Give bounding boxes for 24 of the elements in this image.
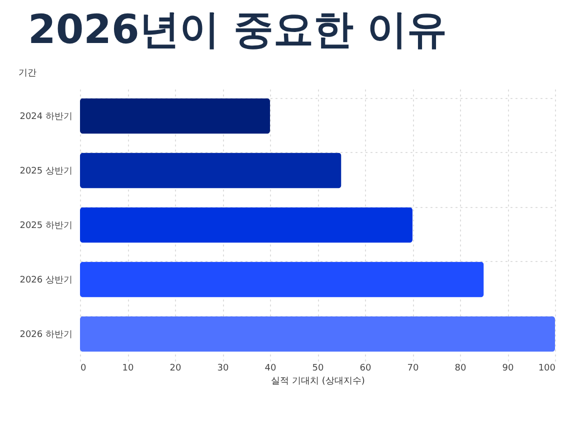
y-tick-label: 2026 상반기 bbox=[20, 276, 72, 286]
y-tick-label: 2025 상반기 bbox=[20, 166, 72, 176]
x-tick-label: 100 bbox=[538, 364, 556, 374]
y-tick-label: 2024 하반기 bbox=[20, 112, 72, 122]
y-tick-label: 2025 하반기 bbox=[20, 221, 72, 231]
y-axis-title: 기간 bbox=[18, 68, 36, 78]
x-tick-label: 0 bbox=[80, 364, 86, 374]
x-tick-label: 20 bbox=[170, 364, 182, 374]
x-tick-label: 80 bbox=[454, 364, 466, 374]
x-axis-title: 실적 기대치 (상대지수) bbox=[271, 376, 365, 386]
bar bbox=[80, 152, 342, 188]
x-tick-label: 30 bbox=[217, 364, 229, 374]
x-tick-label: 90 bbox=[502, 364, 514, 374]
y-tick-label: 2026 하반기 bbox=[20, 330, 72, 340]
x-tick-label: 60 bbox=[360, 364, 372, 374]
x-tick-label: 70 bbox=[407, 364, 419, 374]
bar bbox=[80, 262, 484, 298]
x-tick-label: 40 bbox=[264, 364, 276, 374]
x-tick-label: 50 bbox=[312, 364, 324, 374]
chart-title: 2026년이 중요한 이유 bbox=[27, 6, 448, 55]
bar bbox=[80, 316, 555, 352]
bar bbox=[80, 98, 270, 134]
x-tick-label: 10 bbox=[122, 364, 134, 374]
bar bbox=[80, 207, 412, 243]
